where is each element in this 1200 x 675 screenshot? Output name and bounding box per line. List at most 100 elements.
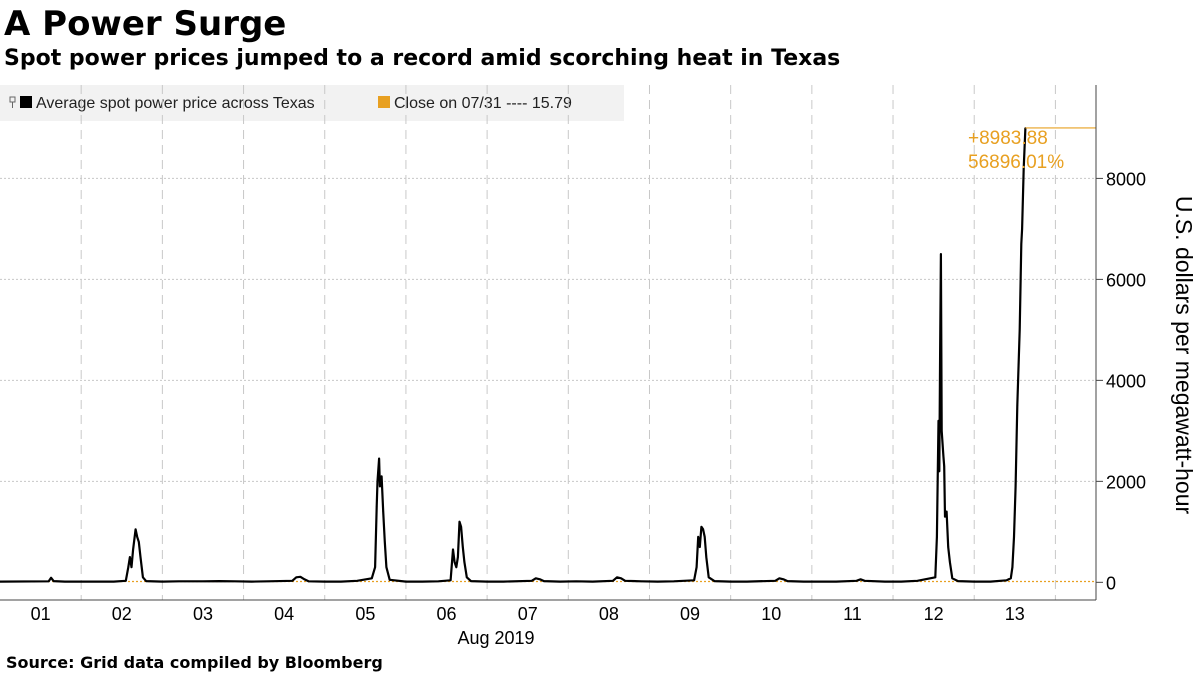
x-tick-label: 02 [112, 604, 132, 624]
data-point [295, 576, 298, 579]
data-point [943, 465, 945, 468]
legend-icon [9, 96, 16, 108]
grid [0, 85, 1096, 600]
y-tick-label: 0 [1106, 573, 1116, 593]
data-point [939, 354, 941, 356]
data-point [673, 580, 675, 583]
data-point [307, 580, 310, 583]
data-point [656, 580, 659, 583]
data-point [132, 548, 134, 551]
data-point [1014, 485, 1017, 488]
data-point [303, 578, 306, 581]
y-tick-label: 2000 [1106, 472, 1146, 492]
data-point [703, 536, 706, 538]
data-point [989, 580, 992, 583]
x-tick-label: 08 [599, 604, 619, 624]
data-point [452, 548, 454, 551]
x-tick-label: 06 [437, 604, 457, 624]
data-point [957, 580, 959, 582]
data-point [379, 485, 381, 488]
data-point [449, 579, 452, 582]
data-point [463, 561, 466, 563]
data-point [535, 577, 537, 580]
data-point [916, 580, 919, 582]
data-point [378, 457, 380, 460]
data-point [591, 580, 594, 583]
data-point [616, 576, 618, 579]
data-point [1018, 329, 1021, 331]
data-point [1016, 404, 1019, 407]
data-point [96, 580, 99, 583]
annotation-change: +8983.88 [968, 128, 1048, 149]
data-point [695, 566, 698, 568]
x-tick-label: 05 [355, 604, 375, 624]
series-line [0, 127, 1027, 583]
data-point [375, 505, 378, 508]
x-tick-label: 09 [680, 604, 700, 624]
data-point [161, 580, 164, 583]
data-point [388, 579, 391, 581]
legend-close-label: Close on 07/31 ---- 15.79 [394, 95, 572, 112]
data-point [774, 580, 777, 582]
data-point [819, 580, 821, 583]
data-point [884, 580, 886, 583]
data-point [855, 580, 858, 582]
data-point [0, 580, 1, 583]
data-point [575, 580, 578, 583]
data-point [323, 580, 326, 583]
chart-subtitle: Spot power prices jumped to a record ami… [4, 46, 841, 71]
data-point [1020, 243, 1023, 245]
data-point [1021, 228, 1023, 230]
data-point [693, 579, 695, 582]
data-point [938, 470, 941, 473]
data-point [457, 556, 459, 558]
data-point [136, 536, 138, 538]
x-tick-label: 12 [924, 604, 944, 624]
data-point [539, 578, 541, 581]
data-point [466, 576, 468, 579]
data-point [129, 556, 131, 558]
legend-series-swatch [20, 96, 32, 108]
data-point [299, 576, 302, 578]
data-point [1010, 577, 1012, 580]
data-point [50, 577, 52, 579]
data-point [453, 561, 456, 563]
chart-title: A Power Surge [4, 4, 287, 44]
data-point [177, 580, 180, 583]
data-point [944, 515, 946, 518]
annotation-change-pct: 56896.01% [968, 152, 1064, 173]
data-point [458, 520, 461, 523]
data-point [949, 561, 951, 563]
data-point [142, 576, 144, 579]
data-point [697, 536, 699, 538]
legend-background [0, 85, 624, 121]
data-point [900, 580, 902, 583]
data-point [559, 580, 561, 583]
data-point [746, 580, 748, 583]
y-tick-label: 8000 [1106, 169, 1146, 189]
data-point [291, 580, 294, 582]
data-point [134, 528, 137, 531]
data-point [138, 541, 140, 543]
data-point [202, 580, 204, 583]
y-tick-label: 6000 [1106, 270, 1146, 290]
data-point [786, 580, 789, 582]
data-point [405, 580, 407, 583]
data-point [486, 580, 488, 583]
source-note: Source: Grid data compiled by Bloomberg [6, 653, 383, 672]
data-point [835, 580, 837, 583]
x-tick-label: 01 [31, 604, 51, 624]
data-point [942, 455, 945, 457]
x-tick-label: 04 [274, 604, 294, 624]
data-point [543, 580, 545, 582]
data-point [437, 580, 440, 583]
data-point [371, 577, 373, 580]
data-point [382, 510, 385, 513]
axes: 0 2000 4000 6000 8000 01 02 03 04 05 06 07 08 09 10 11 1… [0, 85, 1146, 624]
y-tick-label: 4000 [1106, 371, 1146, 391]
data-point [218, 580, 220, 582]
data-point [250, 580, 253, 583]
data-point [936, 536, 938, 538]
data-point [112, 580, 115, 583]
